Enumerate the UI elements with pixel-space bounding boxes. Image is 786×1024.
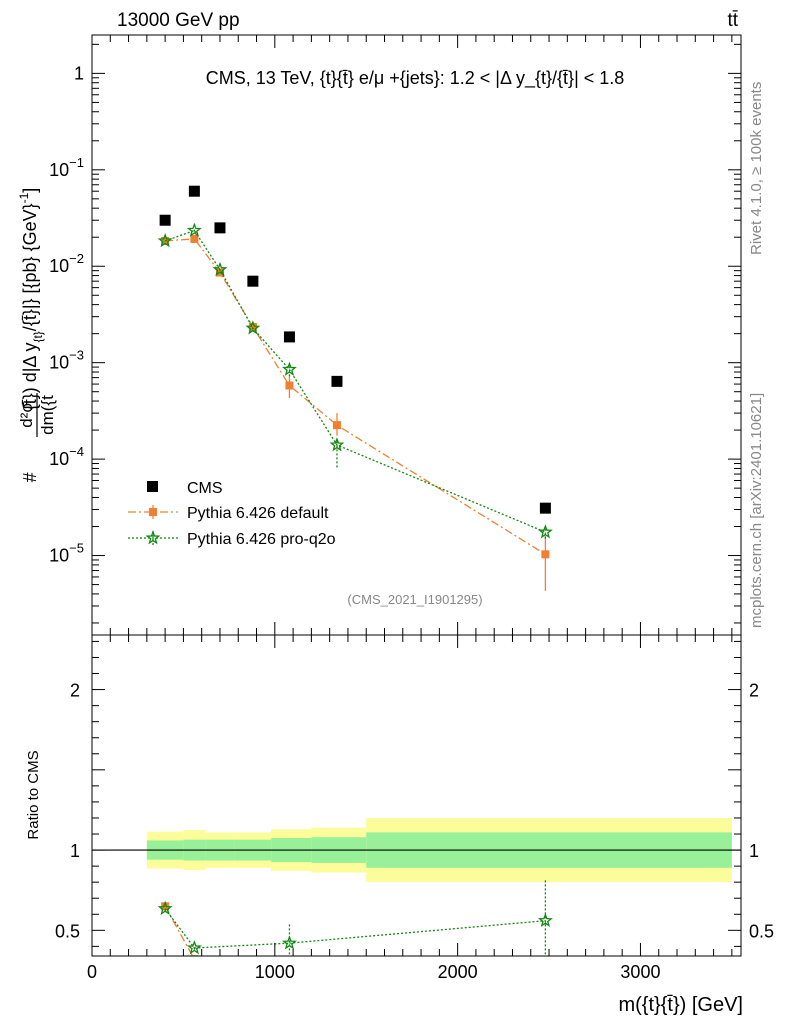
ratio-series-layer <box>157 878 553 956</box>
marker-pythia-6-426-default-3 <box>248 322 257 331</box>
x-axis-label: m({t}{t̄}) [GeV] <box>618 994 743 1016</box>
marker-pythia-6-426-pro-q2o-3 <box>245 320 261 335</box>
ratio-ytick-label-left-2: 2 <box>70 681 80 701</box>
marker-pythia-6-426-pro-q2o-6 <box>537 524 553 539</box>
main-y-axis-label: # {t̄}) d|Δ y{t}/{t̄}|} [{pb} {GeV}-1] d²… <box>17 188 57 483</box>
main-ytick-label-1: 10−1 <box>49 155 84 180</box>
marker-pythia-6-426-default-4 <box>285 381 294 390</box>
ratio-line-pythia-6-426-pro-q2o-2 <box>289 920 546 944</box>
xtick-label-1: 1000 <box>255 962 295 982</box>
ylabel-exponent: -1 <box>17 192 31 203</box>
ratio-plot-frame <box>91 634 742 957</box>
marker-cms-5 <box>331 375 343 387</box>
marker-pythia-6-426-default-5 <box>332 421 341 430</box>
chart-title: CMS, 13 TeV, {t}{t̄} e/μ +{jets}: 1.2 < … <box>206 68 625 89</box>
ratio-line-pythia-6-426-pro-q2o-0 <box>164 908 195 949</box>
marker-pythia-6-426-default-6 <box>541 550 550 559</box>
marker-pythia-6-426-default-1 <box>190 234 199 243</box>
main-ytick-label-base-3: 10 <box>49 353 69 373</box>
ratio-ytick-label-right-2: 2 <box>749 681 759 701</box>
marker-pythia-6-426-pro-q2o-2 <box>212 261 228 277</box>
ratio-marker-pythia-6-426-pro-q2o-0 <box>157 900 173 916</box>
main-ytick-label-0: 1 <box>74 63 84 83</box>
marker-cms-1 <box>188 185 200 197</box>
mcplots-reference-label: mcplots.cern.ch [arXiv:2401.10621] <box>748 393 765 628</box>
marker-pythia-6-426-pro-q2o-1 <box>186 222 202 237</box>
ylabel-prefix: # <box>20 472 40 482</box>
ratio-ytick-label-right-0: 0.5 <box>749 921 774 941</box>
rivet-version-label: Rivet 4.1.0, ≥ 100k events <box>748 82 765 255</box>
marker-cms-2 <box>214 222 226 234</box>
ylabel-tail: /{t̄}|} [{pb} {GeV} <box>20 203 40 331</box>
main-ytick-label-base-5: 10 <box>49 546 69 566</box>
legend-cms-label: CMS <box>187 480 223 497</box>
svg-text:#{t̄}) d|Δ y{t}/{t̄}|} [{pb} {: # {t̄}) d|Δ y{t}/{t̄}|} [{pb} {GeV}-1] <box>17 188 45 483</box>
main-ytick-label-3: 10−3 <box>49 348 84 373</box>
marker-pythia-6-426-pro-q2o-4 <box>281 361 297 376</box>
main-ytick-label-exp-4: −4 <box>69 444 84 459</box>
legend-proq2o-marker <box>145 530 161 545</box>
ylabel-rest: {t̄}) d|Δ y <box>20 343 40 411</box>
legend: CMS Pythia 6.426 default Pythia 6.426 pr… <box>128 480 336 548</box>
xtick-label-2: 2000 <box>438 962 478 982</box>
main-ytick-label-4: 10−4 <box>49 444 84 469</box>
legend-cms-marker <box>147 481 158 492</box>
main-ytick-label-base-4: 10 <box>49 449 69 469</box>
ylabel-denominator: dm({t <box>38 395 57 435</box>
marker-pythia-6-426-pro-q2o-5 <box>329 437 345 452</box>
legend-proq2o-label: Pythia 6.426 pro-q2o <box>187 531 336 548</box>
main-ytick-label-base-2: 10 <box>49 256 69 276</box>
legend-default-label: Pythia 6.426 default <box>187 505 329 522</box>
main-ytick-label-exp-1: −1 <box>69 155 84 170</box>
ylabel-subscript: {t} <box>31 331 45 342</box>
main-ytick-label-exp-2: −2 <box>69 251 84 266</box>
analysis-watermark: (CMS_2021_I1901295) <box>347 592 482 607</box>
marker-pythia-6-426-pro-q2o-0 <box>157 233 173 248</box>
ratio-marker-pythia-6-426-pro-q2o-2 <box>281 935 297 950</box>
main-ytick-label-base-1: 10 <box>49 160 69 180</box>
main-ytick-label-2: 10−2 <box>49 251 84 276</box>
main-series-clipped <box>157 185 553 591</box>
ratio-y-axis-label: Ratio to CMS <box>25 750 42 839</box>
main-ytick-label-exp-3: −3 <box>69 348 84 363</box>
ratio-marker-pythia-6-426-pro-q2o-3 <box>537 912 553 928</box>
marker-cms-3 <box>247 275 259 287</box>
ratio-marker-pythia-6-426-pro-q2o-1 <box>186 940 202 955</box>
ratio-series-clipped <box>157 878 553 956</box>
xtick-label-3: 3000 <box>620 962 660 982</box>
ratio-ytick-label-right-1: 1 <box>749 841 759 861</box>
ratio-ytick-label-left-1: 1 <box>70 841 80 861</box>
xtick-label-0: 0 <box>87 962 97 982</box>
ratio-line-pythia-6-426-default-0 <box>164 905 194 956</box>
ylabel-close: ] <box>20 188 40 193</box>
marker-cms-4 <box>283 331 295 343</box>
header-process-label: tt̄ <box>727 10 738 31</box>
marker-cms-6 <box>539 502 551 514</box>
main-series-layer <box>157 185 553 591</box>
ylabel-numerator: d²σ <box>17 402 36 428</box>
header-energy-label: 13000 GeV pp <box>117 10 240 31</box>
main-ytick-label-5: 10−5 <box>49 541 84 566</box>
ratio-ytick-label-left-0: 0.5 <box>55 921 80 941</box>
legend-default-marker <box>149 508 157 516</box>
marker-cms-0 <box>159 214 171 226</box>
main-ytick-label-exp-5: −5 <box>69 541 84 556</box>
